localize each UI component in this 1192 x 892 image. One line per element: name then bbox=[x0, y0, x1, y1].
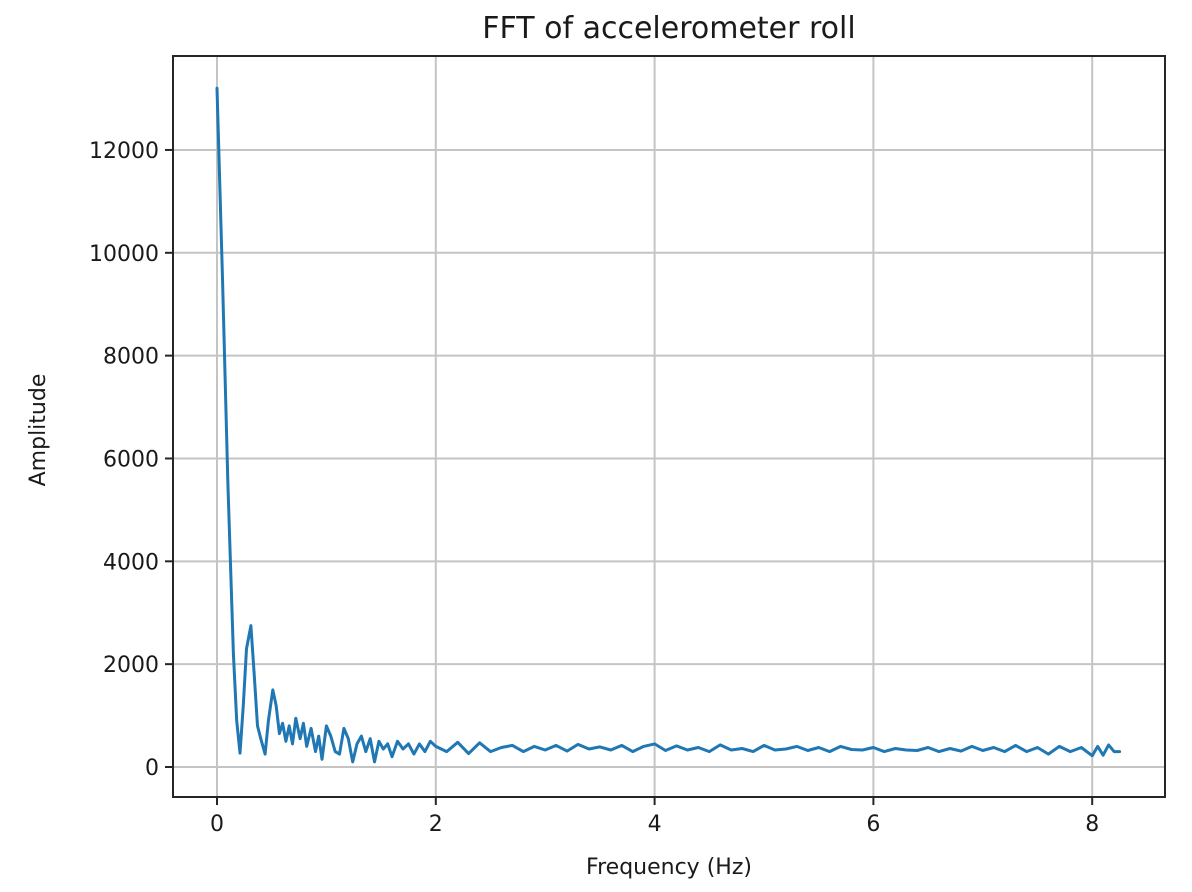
x-tick-label: 0 bbox=[210, 812, 224, 837]
y-tick-label: 2000 bbox=[103, 653, 159, 678]
axis-ticks: 0 2 4 6 8 0 2000 4000 6000 8000 10000 12000 bbox=[89, 139, 1099, 837]
fft-amplitude-line bbox=[215, 86, 1122, 764]
plot-frame bbox=[172, 55, 1166, 798]
y-axis-label: Amplitude bbox=[26, 374, 51, 487]
x-tick-label: 2 bbox=[429, 812, 443, 837]
x-tick-label: 4 bbox=[648, 812, 662, 837]
y-tick-label: 0 bbox=[145, 756, 159, 781]
y-tick-label: 10000 bbox=[89, 242, 159, 267]
x-axis-label: Frequency (Hz) bbox=[586, 855, 752, 880]
x-tick-label: 6 bbox=[866, 812, 880, 837]
chart-title: FFT of accelerometer roll bbox=[482, 11, 855, 46]
y-tick-label: 4000 bbox=[103, 550, 159, 575]
x-tick-label: 8 bbox=[1085, 812, 1099, 837]
y-tick-label: 8000 bbox=[103, 345, 159, 370]
y-tick-label: 6000 bbox=[103, 447, 159, 472]
y-tick-label: 12000 bbox=[89, 139, 159, 164]
grid-lines bbox=[173, 56, 1165, 797]
